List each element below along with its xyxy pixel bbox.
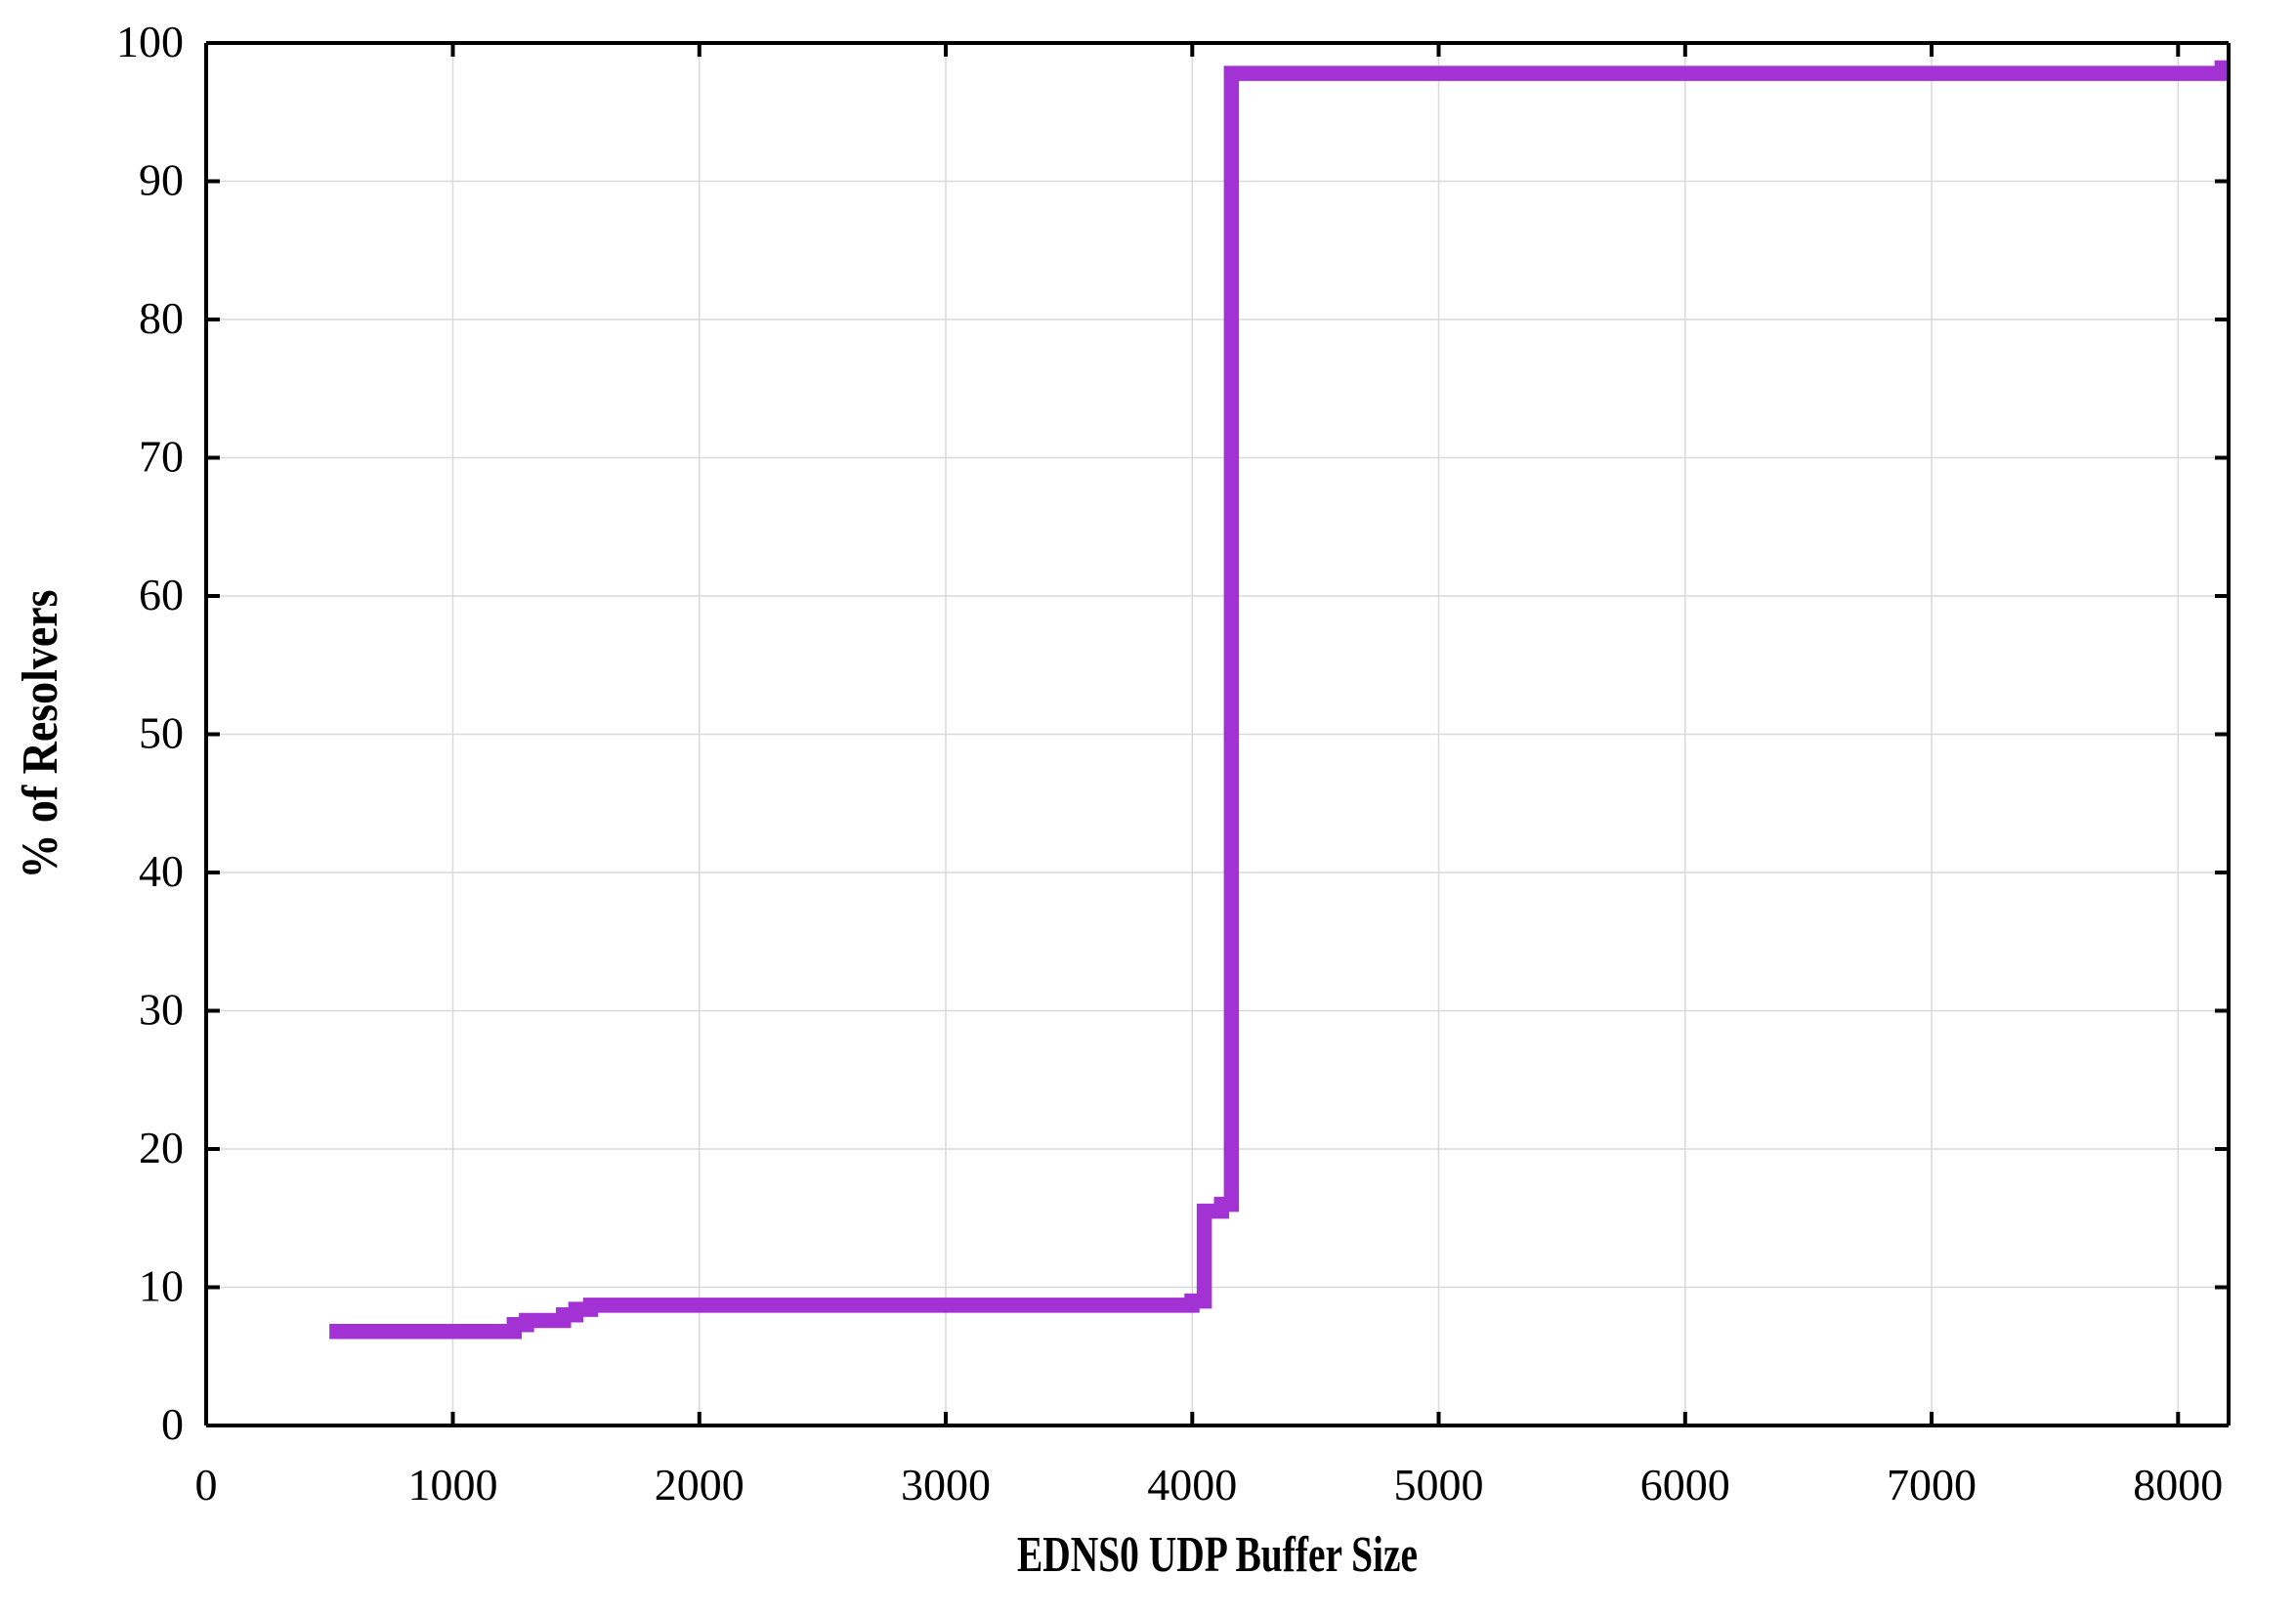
svg-text:1000: 1000 xyxy=(408,1460,498,1510)
svg-text:4000: 4000 xyxy=(1147,1460,1237,1510)
svg-text:50: 50 xyxy=(139,708,184,758)
svg-text:70: 70 xyxy=(139,432,184,482)
svg-text:20: 20 xyxy=(139,1123,184,1172)
svg-text:6000: 6000 xyxy=(1640,1460,1730,1510)
svg-text:40: 40 xyxy=(139,846,184,896)
svg-text:60: 60 xyxy=(139,570,184,619)
svg-text:3000: 3000 xyxy=(901,1460,991,1510)
svg-text:90: 90 xyxy=(139,155,184,205)
svg-text:5000: 5000 xyxy=(1394,1460,1484,1510)
svg-text:2000: 2000 xyxy=(655,1460,744,1510)
svg-text:7000: 7000 xyxy=(1887,1460,1977,1510)
svg-text:0: 0 xyxy=(161,1399,184,1449)
svg-text:0: 0 xyxy=(195,1460,218,1510)
svg-text:EDNS0 UDP Buffer Size: EDNS0 UDP Buffer Size xyxy=(1017,1527,1418,1583)
svg-text:80: 80 xyxy=(139,293,184,343)
svg-text:8000: 8000 xyxy=(2133,1460,2223,1510)
svg-text:% of Resolvers: % of Resolvers xyxy=(13,590,68,879)
svg-text:30: 30 xyxy=(139,985,184,1035)
svg-text:10: 10 xyxy=(139,1261,184,1311)
svg-text:100: 100 xyxy=(116,17,184,66)
